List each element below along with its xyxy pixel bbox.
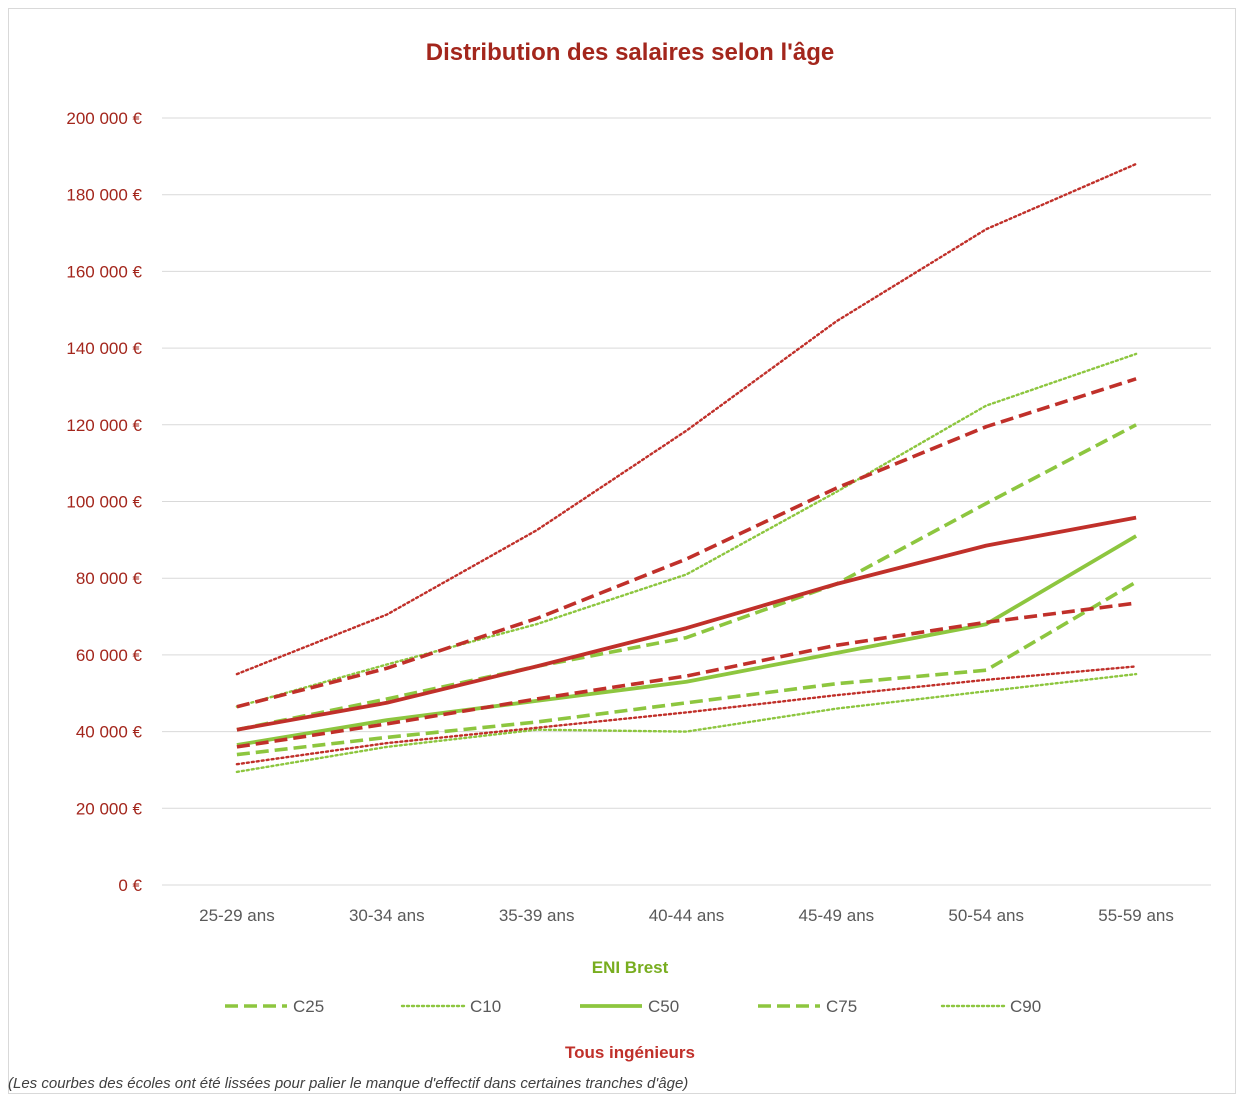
x-tick-label: 45-49 ans <box>799 906 875 925</box>
legend-label-c10: C10 <box>470 997 501 1016</box>
chart-footnote: (Les courbes des écoles ont été lissées … <box>8 1075 688 1092</box>
y-axis-ticks: 0 € 20 000 € 40 000 € 60 000 € 80 000 € 100 0… <box>66 109 142 895</box>
series-line-c75 <box>236 423 1137 732</box>
series-line-5 <box>235 665 1138 766</box>
legend-label-c75: C75 <box>826 997 857 1016</box>
y-tick-label: 120 000 € <box>66 416 142 435</box>
y-tick-label: 180 000 € <box>66 186 142 205</box>
series-line-c90 <box>235 352 1138 708</box>
x-tick-label: 25-29 ans <box>199 906 275 925</box>
x-tick-label: 50-54 ans <box>948 906 1024 925</box>
series-lines <box>235 162 1138 774</box>
legend-label-c90: C90 <box>1010 997 1041 1016</box>
legend-title-tous-ingenieurs: Tous ingénieurs <box>565 1043 695 1062</box>
y-tick-label: 40 000 € <box>76 723 143 742</box>
y-tick-label: 140 000 € <box>66 339 142 358</box>
series-line-c50 <box>236 534 1138 747</box>
chart-title: Distribution des salaires selon l'âge <box>426 39 835 66</box>
y-tick-label: 0 € <box>118 876 142 895</box>
series-line-8 <box>236 377 1137 709</box>
series-line-9 <box>235 162 1138 676</box>
y-tick-label: 60 000 € <box>76 646 143 665</box>
y-tick-label: 100 000 € <box>66 493 142 512</box>
x-tick-label: 55-59 ans <box>1098 906 1174 925</box>
chart-frame <box>8 8 1236 1094</box>
gridlines <box>162 117 1211 886</box>
legend-label-c50: C50 <box>648 997 679 1016</box>
y-tick-label: 20 000 € <box>76 799 143 818</box>
legend-label-c25: C25 <box>293 997 324 1016</box>
x-tick-label: 40-44 ans <box>649 906 725 925</box>
series-line-c10 <box>235 672 1138 774</box>
series-line-7 <box>236 515 1137 732</box>
x-axis-ticks: 25-29 ans 30-34 ans 35-39 ans 40-44 ans 45-4… <box>199 906 1174 925</box>
y-tick-label: 200 000 € <box>66 109 142 128</box>
y-tick-label: 80 000 € <box>76 569 143 588</box>
x-tick-label: 30-34 ans <box>349 906 425 925</box>
legend: C25 C10 C50 C75 C90 <box>225 997 1041 1016</box>
y-tick-label: 160 000 € <box>66 262 142 281</box>
series-line-6 <box>236 601 1137 749</box>
legend-title-eni-brest: ENI Brest <box>592 958 669 977</box>
x-tick-label: 35-39 ans <box>499 906 575 925</box>
